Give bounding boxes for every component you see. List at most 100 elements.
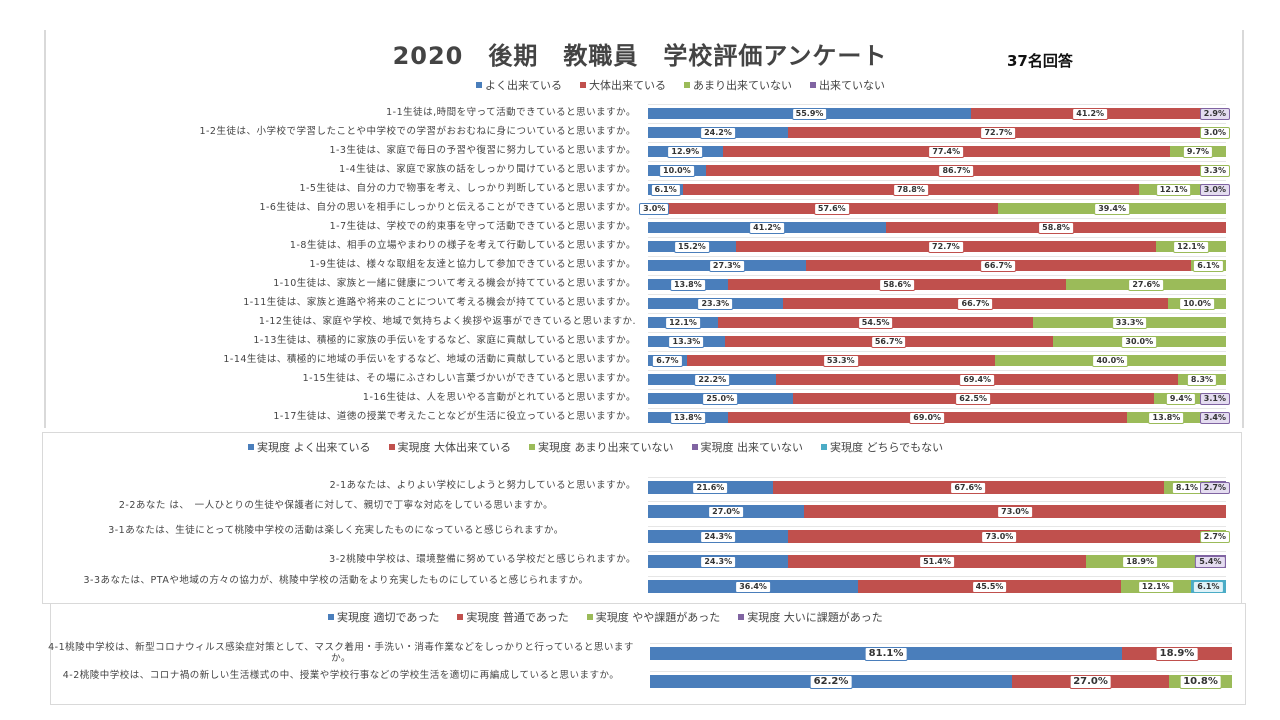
stacked-bar: 13.8% 58.6% 27.6% bbox=[648, 278, 1226, 291]
data-label: 10.8% bbox=[1179, 674, 1222, 689]
category-label: 1-9生徒は、様々な取組を友達と協力して参加できていると思いますか。 bbox=[309, 259, 636, 270]
bar-segment-green: 39.4% bbox=[998, 202, 1226, 215]
bar-segment-red: 58.8% bbox=[886, 221, 1226, 234]
bar-segment-red: 58.6% bbox=[727, 278, 1067, 291]
data-label: 8.1% bbox=[1171, 481, 1203, 494]
category-label: 1-1生徒は,時間を守って活動できていると思いますか。 bbox=[386, 107, 636, 118]
stacked-bar: 6.7% 53.3% 40.0% bbox=[648, 354, 1226, 367]
bar-segment-green: 27.6% bbox=[1066, 278, 1226, 291]
data-label: 78.8% bbox=[893, 183, 929, 196]
bar-segment-green: 9.7% bbox=[1169, 145, 1226, 158]
data-label: 54.5% bbox=[857, 316, 894, 329]
legend-item[interactable]: 実現度 適切であった bbox=[328, 609, 439, 625]
legend-swatch bbox=[821, 444, 827, 450]
bar-segment-green: 12.1% bbox=[1156, 240, 1226, 253]
stacked-bar: 24.2% 72.7% 3.0% bbox=[648, 126, 1230, 139]
legend-item[interactable]: 実現度 大体出来ている bbox=[388, 439, 511, 455]
bar-segment-red: 56.7% bbox=[724, 335, 1053, 348]
data-label: 21.6% bbox=[692, 481, 729, 494]
bar-segment-red: 86.7% bbox=[705, 164, 1207, 177]
legend-label: 実現度 出来ていない bbox=[700, 441, 804, 454]
bar-segment-blue: 24.3% bbox=[648, 530, 789, 543]
bar-segment-purple: 2.9% bbox=[1199, 107, 1230, 120]
data-label: 67.6% bbox=[950, 481, 987, 494]
bar-segment-red: 62.5% bbox=[792, 392, 1154, 405]
data-label: 13.8% bbox=[669, 278, 706, 291]
data-label: 53.3% bbox=[822, 354, 859, 367]
bar-segment-green: 10.0% bbox=[1168, 297, 1226, 310]
bar-segment-green: 10.8% bbox=[1169, 674, 1232, 689]
row-gridline bbox=[648, 370, 1226, 371]
bar-segment-red: 27.0% bbox=[1012, 674, 1170, 689]
data-label: 3.4% bbox=[1199, 411, 1230, 424]
category-label: 2-1あなたは、よりよい学校にしようと努力していると思いますか。 bbox=[329, 480, 636, 491]
data-label: 58.8% bbox=[1038, 221, 1074, 234]
bar-segment-red: 66.7% bbox=[782, 297, 1169, 310]
category-label: 1-3生徒は、家庭で毎日の予習や復習に努力していると思いますか。 bbox=[329, 145, 636, 156]
data-label: 13.3% bbox=[668, 335, 705, 348]
stacked-bar: 15.2% 72.7% 12.1% bbox=[648, 240, 1226, 253]
bar-segment-blue: 27.3% bbox=[648, 259, 806, 272]
bar-segment-green: 13.8% bbox=[1126, 411, 1207, 424]
data-label: 5.4% bbox=[1195, 555, 1226, 568]
bar-segment-blue: 6.7% bbox=[648, 354, 687, 367]
data-label: 13.8% bbox=[1148, 411, 1185, 424]
bar-segment-red: 69.4% bbox=[776, 373, 1178, 386]
row-gridline bbox=[648, 180, 1226, 181]
bar-segment-blue: 27.0% bbox=[648, 505, 805, 518]
legend-item[interactable]: 実現度 よく出来ている bbox=[248, 439, 371, 455]
row-gridline bbox=[648, 389, 1226, 390]
bar-segment-red: 67.6% bbox=[772, 481, 1164, 494]
bar-segment-blue: 12.1% bbox=[648, 316, 718, 329]
legend-label: 実現度 適切であった bbox=[337, 611, 440, 624]
legend-label: 大体出来ている bbox=[589, 79, 666, 92]
legend-swatch bbox=[738, 614, 745, 620]
legend-item[interactable]: よく出来ている bbox=[476, 77, 562, 93]
data-label: 55.9% bbox=[791, 107, 828, 120]
legend-item[interactable]: 大体出来ている bbox=[580, 77, 666, 93]
bar-segment-red: 41.2% bbox=[971, 107, 1210, 120]
stacked-bar: 81.1% 18.9% bbox=[650, 646, 1232, 661]
row-gridline bbox=[648, 275, 1226, 276]
legend-item[interactable]: あまり出来ていない bbox=[684, 77, 792, 93]
data-label: 6.1% bbox=[650, 183, 681, 196]
legend-item[interactable]: 実現度 やや課題があった bbox=[586, 609, 720, 625]
bar-segment-red: 51.4% bbox=[788, 555, 1086, 568]
row-gridline bbox=[650, 671, 1232, 672]
category-label: 1-10生徒は、家族と一緒に健康について考える機会が持てていると思いますか。 bbox=[273, 278, 636, 289]
category-label: 1-12生徒は、家庭や学校、地域で気持ちよく挨拶や返事ができていると思いますか. bbox=[258, 316, 636, 327]
category-label: 4-1桃陵中学校は、新型コロナウィルス感染症対策として、マスク着用・手洗い・消毒… bbox=[48, 642, 634, 664]
data-label: 13.8% bbox=[669, 411, 706, 424]
stacked-bar: 36.4% 45.5% 12.1% 6.1% bbox=[648, 580, 1226, 593]
legend-item[interactable]: 実現度 あまり出来ていない bbox=[529, 439, 674, 455]
legend-item[interactable]: 実現度 普通であった bbox=[457, 609, 569, 625]
row-gridline bbox=[648, 256, 1226, 257]
row-gridline bbox=[648, 313, 1226, 314]
stacked-bar: 55.9% 41.2% 2.9% bbox=[648, 107, 1230, 120]
legend-label: あまり出来ていない bbox=[693, 79, 792, 92]
row-gridline bbox=[648, 501, 1226, 502]
data-label: 62.5% bbox=[955, 392, 992, 405]
data-label: 24.2% bbox=[700, 126, 736, 139]
data-label: 2.9% bbox=[1199, 107, 1230, 120]
legend-item[interactable]: 実現度 大いに課題があった bbox=[738, 609, 883, 625]
legend-item[interactable]: 実現度 出来ていない bbox=[691, 439, 804, 455]
data-label: 18.9% bbox=[1122, 555, 1159, 568]
legend-item[interactable]: 実現度 どちらでもない bbox=[821, 439, 943, 455]
stacked-bar: 13.8% 69.0% 13.8% 3.4% bbox=[648, 411, 1230, 424]
data-label: 22.2% bbox=[694, 373, 731, 386]
stacked-bar: 41.2% 58.8% bbox=[648, 221, 1226, 234]
data-label: 77.4% bbox=[928, 145, 965, 158]
data-label: 72.7% bbox=[928, 240, 964, 253]
data-label: 86.7% bbox=[938, 164, 975, 177]
bar-segment-blue: 13.3% bbox=[648, 335, 725, 348]
legend-swatch bbox=[684, 82, 690, 88]
row-gridline bbox=[648, 576, 1226, 577]
data-label: 27.6% bbox=[1128, 278, 1165, 291]
legend-item[interactable]: 出来ていない bbox=[810, 77, 885, 93]
data-label: 25.0% bbox=[702, 392, 739, 405]
data-label: 51.4% bbox=[919, 555, 955, 568]
data-label: 41.2% bbox=[749, 221, 785, 234]
legend-label: 実現度 あまり出来ていない bbox=[538, 441, 674, 454]
data-label: 3.3% bbox=[1199, 164, 1230, 177]
